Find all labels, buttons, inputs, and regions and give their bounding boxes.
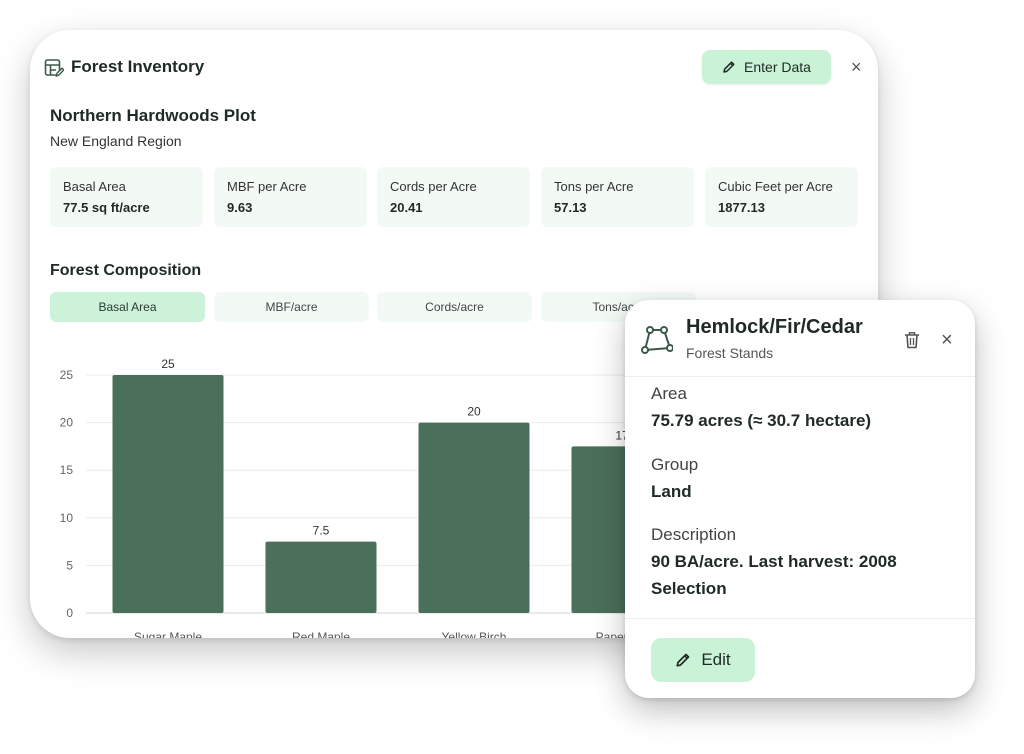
polygon-icon — [641, 326, 673, 354]
tab-cords-acre[interactable]: Cords/acre — [377, 292, 532, 322]
bar — [418, 422, 530, 613]
x-tick-label: Red Maple — [292, 630, 350, 638]
y-tick-label: 20 — [60, 416, 74, 430]
stat-value: 9.63 — [227, 200, 253, 215]
divider — [625, 618, 975, 619]
stat-tons: Tons per Acre 57.13 — [541, 167, 694, 227]
y-tick-label: 0 — [66, 606, 73, 620]
feature-popup: Hemlock/Fir/Cedar Forest Stands × Area 7… — [625, 300, 975, 698]
stat-label: Basal Area — [63, 179, 126, 194]
enter-data-label: Enter Data — [744, 59, 811, 75]
composition-title: Forest Composition — [50, 262, 202, 279]
stat-mbf: MBF per Acre 9.63 — [214, 167, 367, 227]
panel-title: Forest Inventory — [71, 57, 205, 76]
y-tick-label: 5 — [66, 558, 73, 572]
close-panel-button[interactable]: × — [851, 57, 862, 77]
stat-value: 1877.13 — [718, 200, 765, 215]
trash-icon[interactable] — [904, 331, 920, 349]
popup-subtitle: Forest Stands — [686, 345, 774, 361]
field-label-area: Area — [651, 384, 687, 403]
tab-mbf-acre[interactable]: MBF/acre — [214, 292, 369, 322]
field-value-area: 75.79 acres (≈ 30.7 hectare) — [651, 411, 872, 430]
field-value-description: 90 BA/acre. Last harvest: 2008 Selection — [651, 552, 897, 598]
bar — [112, 375, 224, 613]
bar-value-label: 7.5 — [313, 524, 330, 538]
edit-button[interactable]: Edit — [651, 638, 755, 682]
y-tick-label: 25 — [60, 368, 74, 382]
close-popup-button[interactable]: × — [941, 329, 953, 351]
stat-cords: Cords per Acre 20.41 — [377, 167, 530, 227]
stat-cubic-feet: Cubic Feet per Acre 1877.13 — [705, 167, 858, 227]
plot-region: New England Region — [50, 133, 182, 149]
stat-value: 57.13 — [554, 200, 587, 215]
stat-value: 77.5 sq ft/acre — [63, 200, 150, 215]
stat-label: Cords per Acre — [390, 179, 477, 194]
enter-data-button[interactable]: Enter Data — [702, 50, 831, 84]
y-tick-label: 15 — [60, 463, 74, 477]
bar-value-label: 25 — [161, 357, 175, 371]
stat-label: Tons per Acre — [554, 179, 634, 194]
x-tick-label: Yellow Birch — [442, 630, 507, 638]
pencil-icon — [723, 61, 735, 73]
divider — [625, 376, 975, 377]
stat-value: 20.41 — [390, 200, 423, 215]
field-label-description: Description — [651, 525, 737, 544]
field-label-group: Group — [651, 455, 699, 474]
tab-basal-area[interactable]: Basal Area — [50, 292, 205, 322]
plot-name: Northern Hardwoods Plot — [50, 106, 256, 125]
bar — [265, 541, 377, 613]
basal-area-bar-chart: 0 5 10 15 20 25 25 Sugar Maple 7.5 Red Maple 20 Yel… — [60, 357, 870, 638]
stat-label: MBF per Acre — [227, 179, 307, 194]
x-tick-label: Sugar Maple — [134, 630, 202, 638]
popup-title: Hemlock/Fir/Cedar — [686, 316, 863, 338]
stat-label: Cubic Feet per Acre — [718, 179, 833, 194]
table-edit-icon — [44, 59, 64, 78]
field-value-group: Land — [651, 482, 692, 501]
pencil-icon — [676, 653, 690, 667]
bar-value-label: 20 — [467, 405, 481, 419]
y-tick-label: 10 — [60, 511, 74, 525]
edit-label: Edit — [701, 650, 731, 669]
stat-basal-area: Basal Area 77.5 sq ft/acre — [50, 167, 203, 227]
